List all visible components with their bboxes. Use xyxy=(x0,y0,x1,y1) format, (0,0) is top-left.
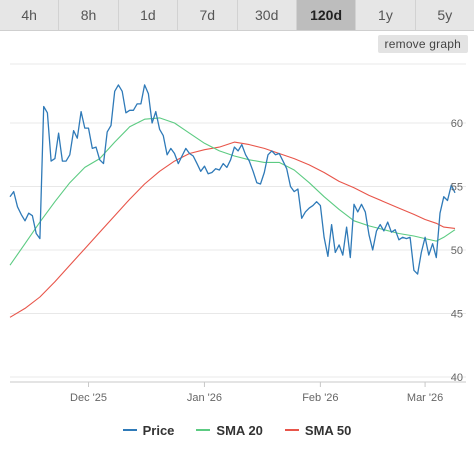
y-tick-label: 60 xyxy=(451,118,463,130)
chart-legend: Price SMA 20 SMA 50 xyxy=(0,420,474,440)
legend-label: SMA 50 xyxy=(304,422,352,438)
legend-item-sma-50[interactable]: SMA 50 xyxy=(284,422,352,438)
y-tick-label: 45 xyxy=(451,309,463,321)
legend-item-sma-20[interactable]: SMA 20 xyxy=(196,422,263,438)
legend-label: SMA 20 xyxy=(216,422,263,438)
timeframe-tabs: 4h 8h 1d 7d 30d 120d 1y 5y xyxy=(0,0,474,31)
x-tick-label: Dec '25 xyxy=(70,392,107,404)
tab-1y[interactable]: 1y xyxy=(356,0,416,30)
legend-label: Price xyxy=(142,422,175,438)
series-line-sma-20 xyxy=(9,117,456,266)
axis-ticks: 40 45 50 55 60 Dec '25 Jan '26 Feb '26 Mar '26 xyxy=(70,118,463,404)
legend-swatch xyxy=(284,429,299,431)
remove-graph-button[interactable]: remove graph xyxy=(377,35,468,53)
tab-30d[interactable]: 30d xyxy=(238,0,297,30)
series-line-price xyxy=(9,84,456,275)
y-tick-label: 40 xyxy=(451,372,463,384)
legend-item-price[interactable]: Price xyxy=(122,422,175,438)
legend-swatch xyxy=(196,429,211,431)
x-tick-label: Jan '26 xyxy=(187,392,222,404)
x-tick-label: Feb '26 xyxy=(302,392,338,404)
tab-1d[interactable]: 1d xyxy=(119,0,179,30)
series-line-sma-50 xyxy=(9,141,456,318)
y-tick-label: 50 xyxy=(451,245,463,257)
y-tick-label: 55 xyxy=(451,182,463,194)
tab-120d[interactable]: 120d xyxy=(296,0,357,30)
tab-4h[interactable]: 4h xyxy=(0,0,60,30)
tab-7d[interactable]: 7d xyxy=(178,0,238,30)
tab-8h[interactable]: 8h xyxy=(59,0,119,30)
series-lines xyxy=(9,84,456,318)
x-tick-label: Mar '26 xyxy=(407,392,443,404)
grid xyxy=(10,63,466,387)
legend-swatch xyxy=(122,429,137,431)
tab-5y[interactable]: 5y xyxy=(437,7,453,23)
